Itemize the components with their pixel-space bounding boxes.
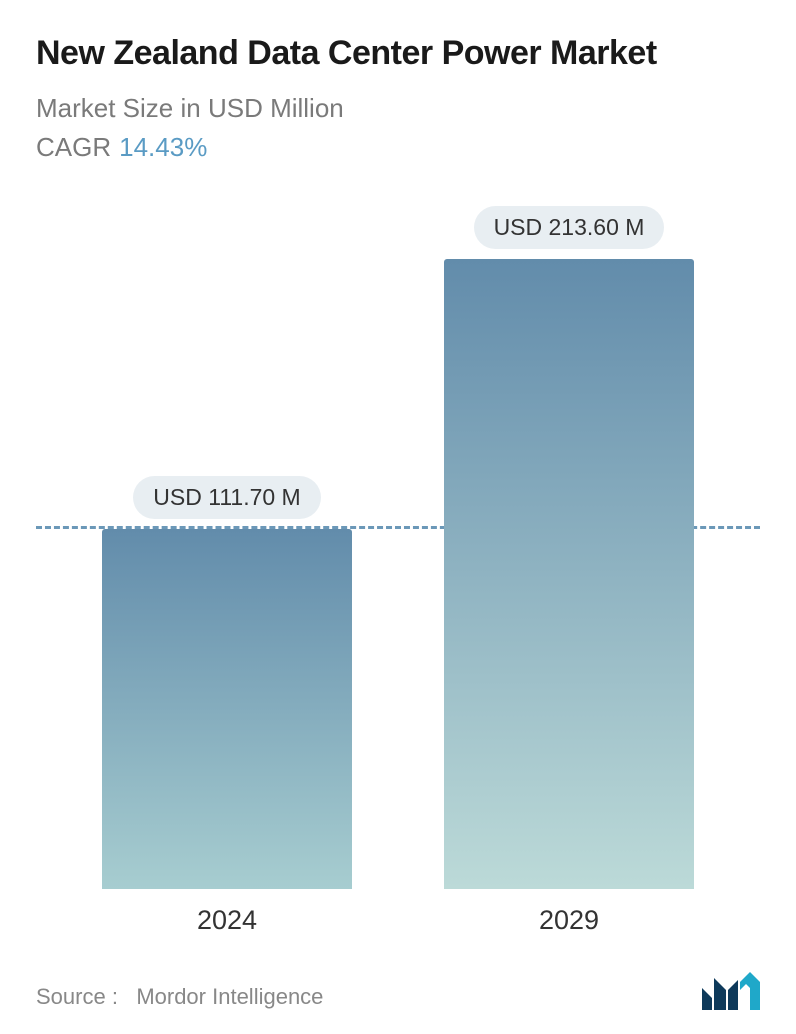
cagr-row: CAGR 14.43%: [36, 132, 760, 163]
chart-container: New Zealand Data Center Power Market Mar…: [0, 0, 796, 1034]
bar-value-pill-1: USD 213.60 M: [474, 206, 665, 249]
source-name: Mordor Intelligence: [136, 984, 323, 1009]
x-label-0: 2024: [102, 905, 352, 936]
source-label: Source :: [36, 984, 118, 1009]
mordor-logo-icon: [702, 970, 760, 1010]
bar-1: [444, 259, 694, 889]
bar-value-pill-0: USD 111.70 M: [133, 476, 320, 519]
x-label-1: 2029: [444, 905, 694, 936]
source-text: Source : Mordor Intelligence: [36, 984, 323, 1010]
chart-footer: Source : Mordor Intelligence: [36, 936, 760, 1010]
cagr-label: CAGR: [36, 132, 111, 162]
chart-plot-area: USD 111.70 M USD 213.60 M: [36, 191, 760, 890]
chart-subtitle: Market Size in USD Million: [36, 93, 760, 124]
cagr-value: 14.43%: [119, 132, 207, 162]
x-axis: 2024 2029: [36, 889, 760, 936]
bar-0: [102, 529, 352, 889]
chart-title: New Zealand Data Center Power Market: [36, 32, 760, 75]
bar-group-0: USD 111.70 M: [102, 476, 352, 889]
bar-group-1: USD 213.60 M: [444, 206, 694, 889]
